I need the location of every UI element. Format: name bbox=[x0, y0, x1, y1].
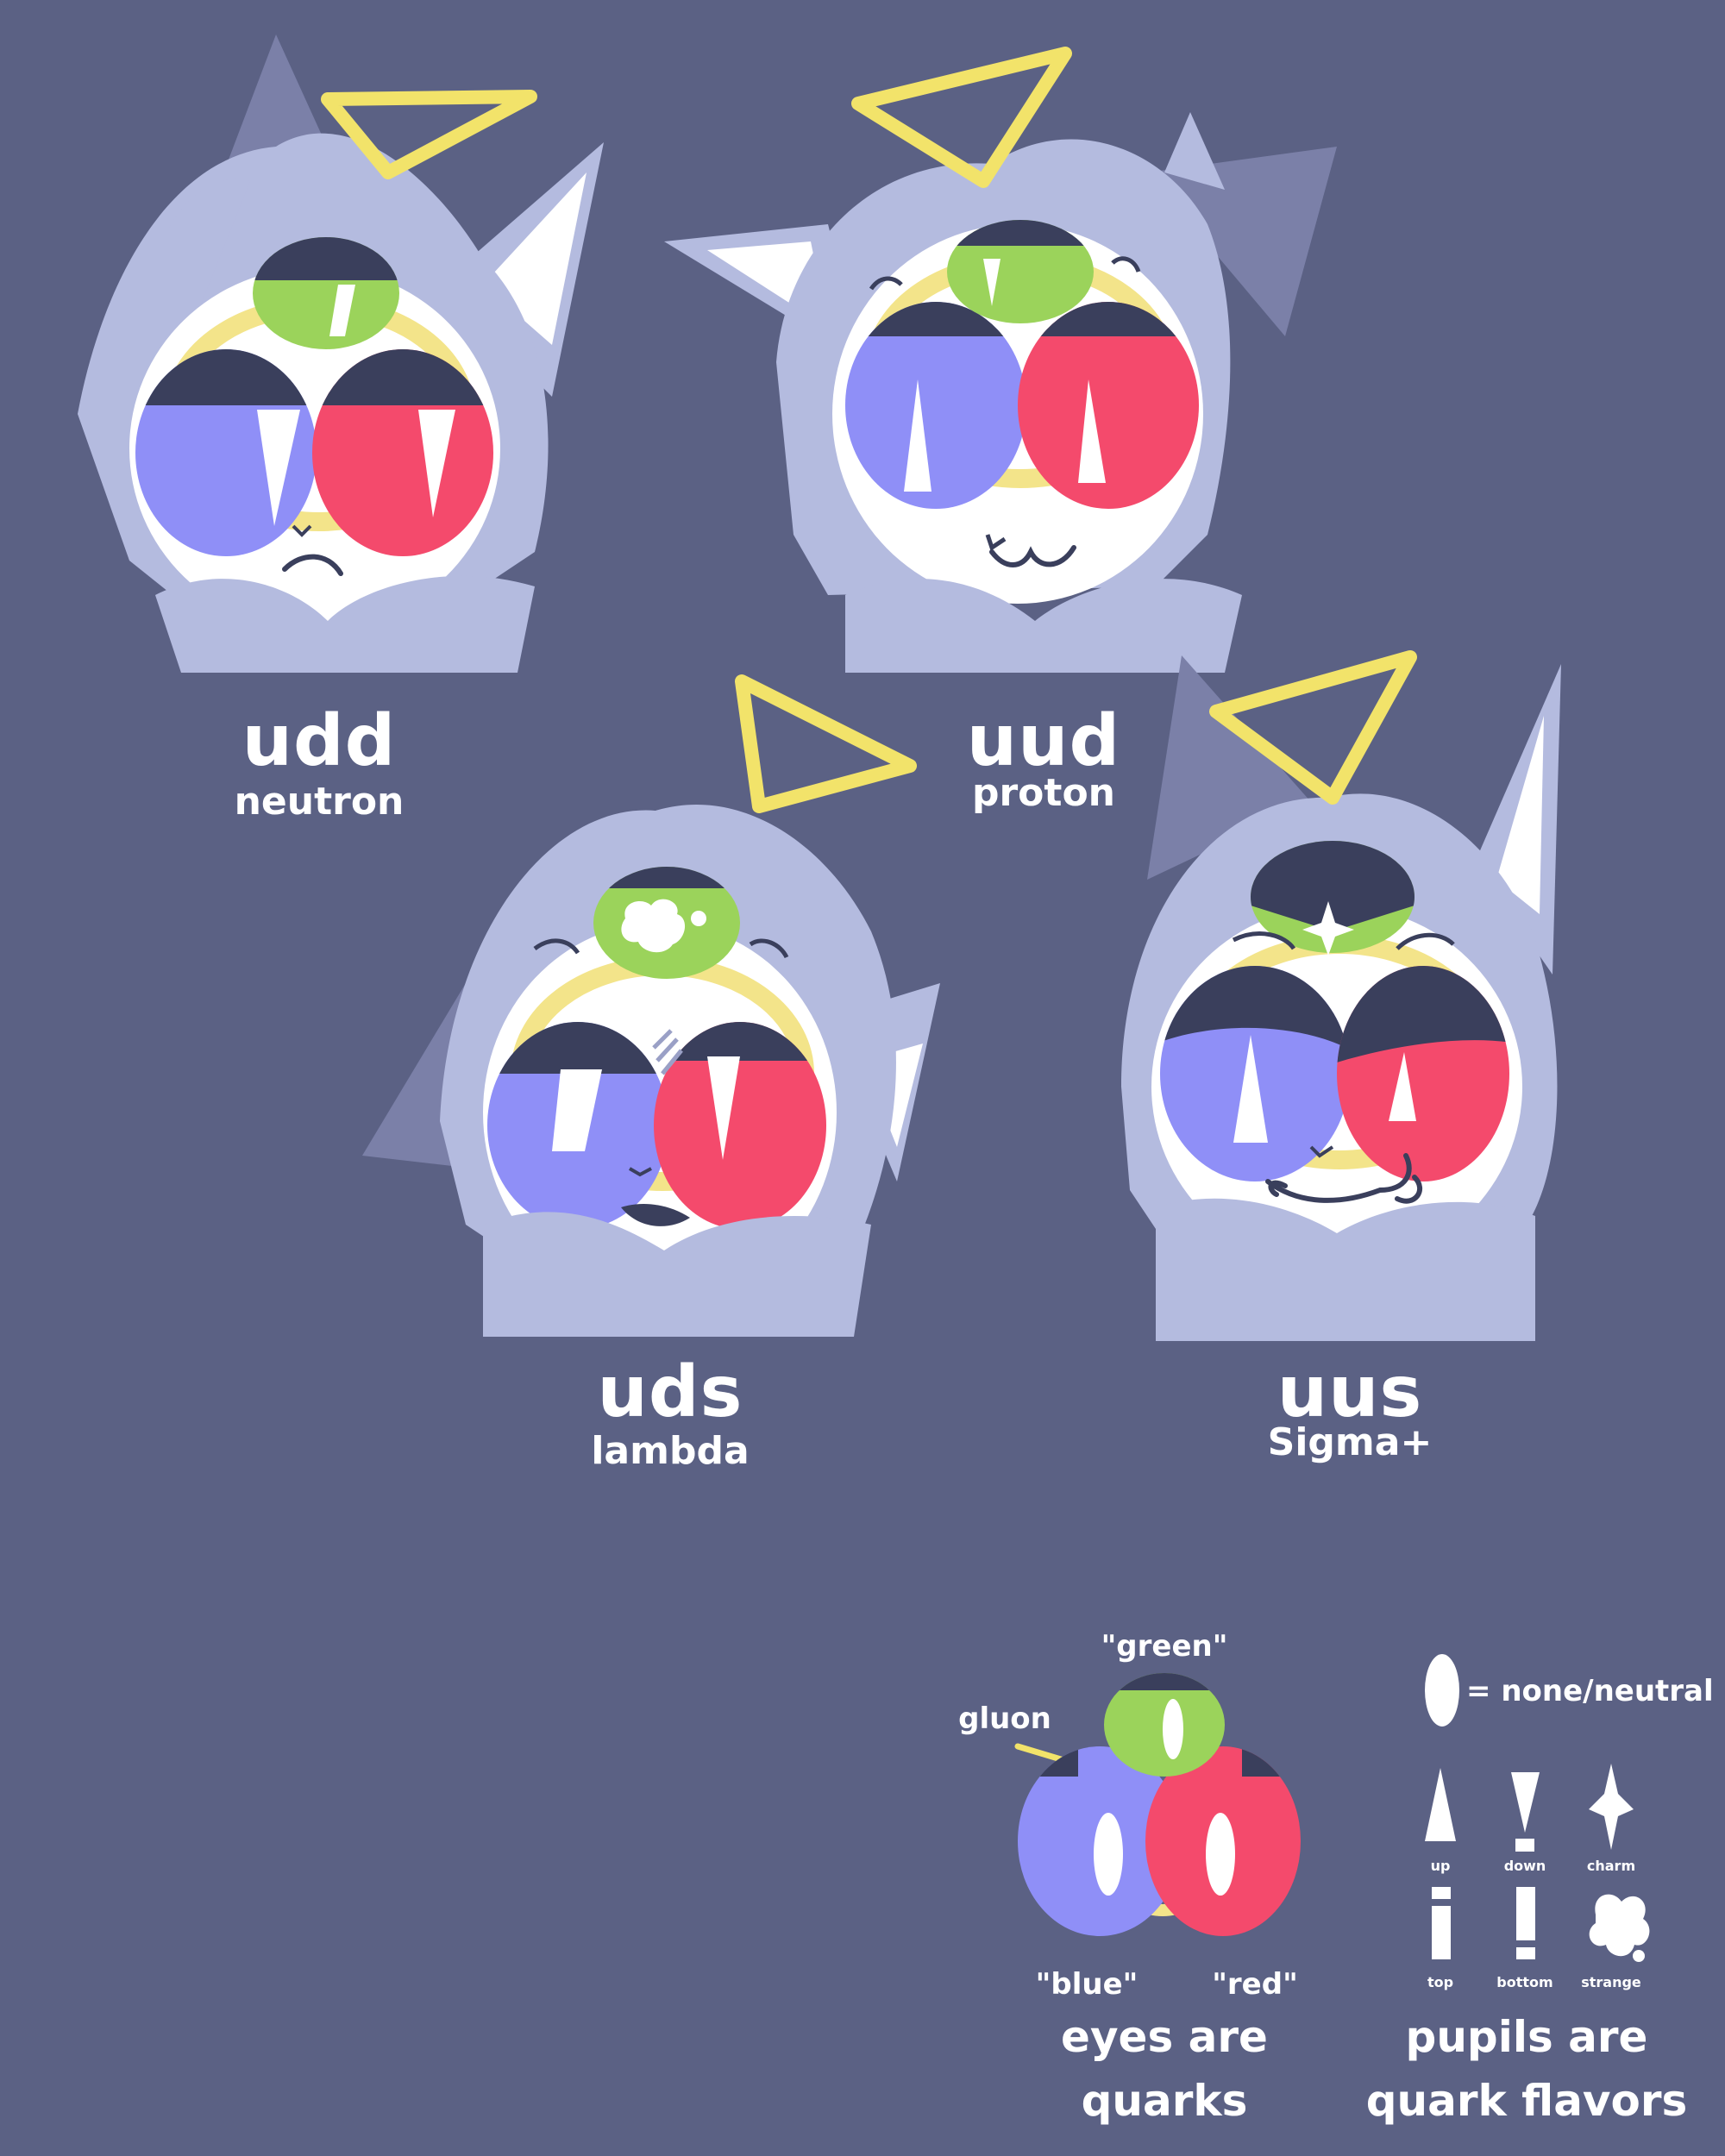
pupil-down-icon bbox=[1511, 1772, 1540, 1833]
legend-neutral-label: = none/neutral bbox=[1466, 1674, 1714, 1708]
character-code-udd: udd bbox=[242, 700, 397, 782]
legend-bottom-label: bottom bbox=[1496, 1974, 1553, 1990]
pupil-up bbox=[1233, 1035, 1268, 1143]
legend-gluon-label: gluon bbox=[958, 1702, 1051, 1736]
collar bbox=[155, 575, 535, 673]
character-name-uud: proton bbox=[971, 771, 1115, 815]
legend-pupils-caption-2: quark flavors bbox=[1365, 2076, 1688, 2126]
legend-pupils-caption-1: pupils are bbox=[1405, 2012, 1648, 2062]
halo bbox=[735, 674, 917, 813]
legend-red-label: "red" bbox=[1212, 1967, 1298, 2002]
collar bbox=[483, 1212, 871, 1337]
eye-green-quark bbox=[1251, 841, 1414, 956]
mouth bbox=[621, 1204, 690, 1226]
pupil-down bbox=[707, 1056, 740, 1160]
pupil-up bbox=[904, 379, 932, 492]
pupil-charm bbox=[1302, 901, 1354, 956]
pupil-bottom-icon bbox=[1516, 1887, 1535, 1940]
pupil-up bbox=[1389, 1052, 1416, 1121]
legend-charm-label: charm bbox=[1586, 1858, 1636, 1874]
ear-back bbox=[1147, 147, 1337, 336]
ear-back bbox=[1147, 655, 1311, 880]
legend-up-label: up bbox=[1430, 1858, 1451, 1874]
character-udd bbox=[78, 34, 604, 673]
legend-eyes-caption-2: quarks bbox=[1081, 2076, 1248, 2126]
legend-down-label: down bbox=[1503, 1858, 1546, 1874]
pupil-strange-icon bbox=[1589, 1894, 1650, 1957]
pupil-down bbox=[257, 410, 300, 526]
halo bbox=[321, 90, 537, 179]
pupil-up-icon bbox=[1425, 1768, 1456, 1841]
halo bbox=[851, 47, 1072, 188]
legend-pupils bbox=[1425, 1654, 1650, 1962]
character-code-uds: uds bbox=[597, 1351, 743, 1433]
collar bbox=[1156, 1198, 1535, 1341]
character-uds bbox=[362, 674, 940, 1337]
character-uus bbox=[1121, 650, 1561, 1341]
character-code-uus: uus bbox=[1276, 1351, 1423, 1433]
pupil-top-icon bbox=[1432, 1906, 1451, 1959]
halo bbox=[1209, 650, 1417, 805]
legend-eyes-caption-1: eyes are bbox=[1061, 2012, 1268, 2062]
eye-green-quark bbox=[593, 867, 740, 979]
pupil-charm-icon bbox=[1589, 1764, 1634, 1850]
pupil-neutral-icon bbox=[1425, 1654, 1459, 1727]
pupil-down bbox=[418, 410, 455, 517]
eye-green-quark bbox=[947, 220, 1094, 323]
eye-red-quark bbox=[1337, 966, 1509, 1181]
pupil-neutral bbox=[1094, 1813, 1123, 1896]
pupil-neutral bbox=[1206, 1813, 1235, 1896]
character-uud bbox=[664, 47, 1337, 673]
character-name-uus: Sigma+ bbox=[1267, 1420, 1433, 1464]
character-code-uud: uud bbox=[966, 700, 1121, 782]
character-name-uds: lambda bbox=[591, 1429, 750, 1473]
pupil-up bbox=[329, 285, 355, 336]
legend-top-label: top bbox=[1427, 1974, 1454, 1990]
pupil-up bbox=[1078, 379, 1106, 483]
pupil-neutral bbox=[1163, 1699, 1183, 1759]
pupil-strange bbox=[621, 899, 686, 953]
legend-green-label: "green" bbox=[1101, 1629, 1228, 1664]
legend-blue-label: "blue" bbox=[1035, 1967, 1138, 2002]
legend-strange-label: strange bbox=[1581, 1974, 1641, 1990]
collar bbox=[845, 579, 1242, 673]
mouth bbox=[282, 554, 343, 576]
character-name-udd: neutron bbox=[234, 780, 405, 824]
mouth bbox=[989, 545, 1076, 567]
mouth bbox=[1265, 1153, 1422, 1204]
eye-blue-quark bbox=[135, 349, 317, 556]
pupil-down bbox=[552, 1069, 602, 1151]
pupil-down bbox=[983, 259, 1000, 306]
